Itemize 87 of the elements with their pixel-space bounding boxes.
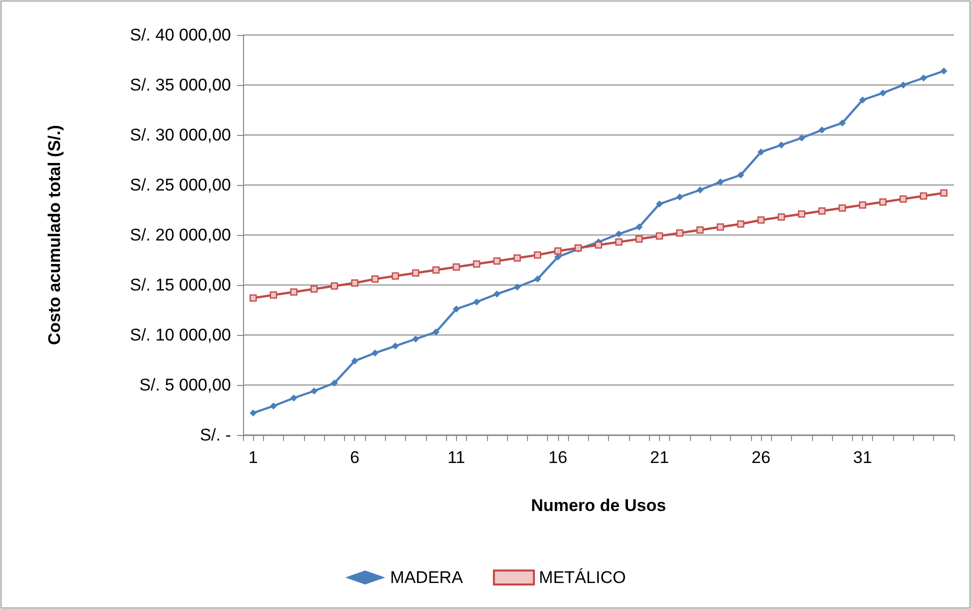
point: [920, 74, 928, 82]
point: [412, 269, 420, 277]
point: [330, 282, 338, 290]
point: [757, 216, 765, 224]
point: [716, 178, 724, 186]
point: [940, 189, 948, 197]
legend-label: MADERA: [390, 568, 464, 587]
point: [392, 342, 399, 350]
y-tick-label: S/. 25 000,00: [130, 176, 231, 194]
point: [798, 210, 806, 218]
point: [310, 388, 318, 394]
point: [737, 172, 744, 178]
point: [615, 238, 622, 246]
point: [940, 68, 948, 74]
y-tick-label: S/. 15 000,00: [130, 276, 231, 294]
point: [696, 226, 704, 234]
y-tick-label: S/. -: [200, 426, 231, 444]
point: [270, 402, 277, 410]
point: [737, 220, 744, 228]
point: [371, 275, 379, 283]
point: [554, 254, 562, 260]
point: [838, 204, 846, 212]
point: [372, 350, 379, 356]
point: [310, 285, 318, 293]
x-tick-label: 21: [650, 448, 669, 467]
y-axis-title: Costo acumulado total (S/.): [45, 124, 64, 346]
point: [432, 328, 440, 336]
point: [900, 82, 907, 88]
point: [879, 198, 886, 206]
point: [758, 148, 765, 156]
y-tick-label: S/. 10 000,00: [130, 326, 231, 344]
point: [798, 134, 806, 142]
point: [716, 223, 724, 231]
point: [330, 380, 338, 386]
x-tick-label: 6: [350, 448, 360, 467]
point: [432, 266, 440, 274]
point: [859, 96, 866, 104]
legend-label: METÁLICO: [538, 568, 626, 587]
point: [656, 232, 664, 240]
point: [392, 272, 399, 280]
point: [636, 224, 643, 230]
point: [676, 229, 684, 237]
point: [514, 254, 521, 262]
point: [778, 142, 785, 148]
point: [636, 235, 643, 243]
point: [778, 213, 785, 221]
point: [656, 200, 663, 208]
point: [493, 290, 500, 298]
point: [818, 126, 826, 134]
point: [473, 260, 480, 268]
point: [351, 358, 358, 364]
point: [534, 251, 542, 259]
x-tick-label: 26: [752, 448, 770, 467]
point: [250, 410, 257, 416]
point: [412, 336, 420, 342]
point: [554, 247, 562, 255]
point: [351, 279, 358, 287]
y-tick-label: S/. 40 000,00: [130, 26, 231, 44]
point: [676, 194, 684, 200]
y-tick-label: S/. 30 000,00: [130, 126, 231, 144]
point: [493, 257, 501, 265]
y-tick-label: S/. 35 000,00: [130, 76, 231, 94]
y-tick-label: S/. 5 000,00: [139, 376, 231, 394]
point: [452, 306, 460, 312]
point: [250, 294, 257, 302]
point: [696, 186, 704, 194]
point: [473, 298, 480, 306]
x-tick-label: 11: [447, 448, 466, 467]
x-axis-title: Numero de Usos: [530, 496, 666, 515]
point: [290, 288, 298, 296]
point: [534, 276, 542, 282]
point: [818, 207, 826, 215]
point: [594, 241, 602, 249]
point: [879, 90, 886, 96]
point: [615, 230, 622, 238]
x-tick-label: 31: [853, 448, 872, 467]
x-tick-label: 16: [548, 448, 568, 467]
x-tick-label: 1: [248, 448, 258, 467]
point: [452, 263, 460, 271]
point: [514, 284, 521, 290]
point: [900, 195, 907, 203]
point: [270, 291, 278, 299]
point: [838, 120, 846, 126]
point: [920, 192, 928, 200]
point: [858, 201, 866, 209]
y-tick-label: S/. 20 000,00: [130, 226, 231, 244]
point: [290, 394, 298, 402]
